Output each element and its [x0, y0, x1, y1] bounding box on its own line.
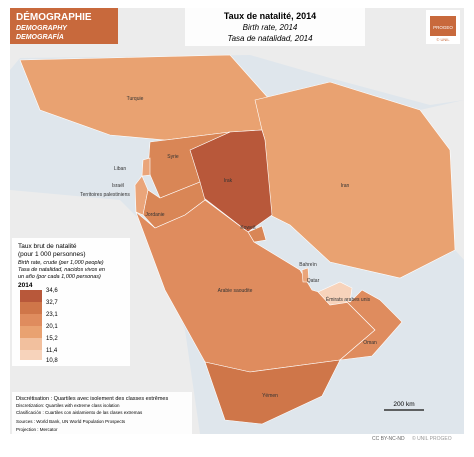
country-label: Jordanie	[145, 212, 164, 218]
country-label: Irak	[224, 178, 233, 184]
footer-line: Clasificación : Cuartiles con aislamient…	[16, 410, 143, 415]
footer-line: Sources : World Bank, UN World Populatio…	[16, 419, 126, 424]
legend-swatch	[20, 302, 42, 314]
country-qatar	[301, 267, 310, 283]
scale-label: 200 km	[393, 401, 414, 408]
logo	[430, 16, 456, 36]
legend-title: Tasa de natalidad, nacidos vivos en	[18, 267, 105, 273]
country-label: Qatar	[307, 278, 320, 284]
theme: DÉMOGRAPHIE	[16, 10, 92, 23]
legend-swatch	[20, 350, 42, 360]
other-land	[420, 100, 464, 260]
legend-class: 34,6	[46, 288, 58, 294]
theme: DEMOGRAFÍA	[16, 32, 64, 41]
logo-sub: © UNIL	[436, 37, 450, 42]
logo-text: PROGEO	[433, 25, 453, 30]
country-label: Koweït	[240, 225, 256, 231]
legend-title: (pour 1 000 personnes)	[18, 251, 86, 258]
legend-class: 23,1	[46, 312, 58, 318]
legend-class: 10,8	[46, 358, 58, 364]
country-label: Syrie	[167, 154, 179, 160]
legend-class: 20,1	[46, 324, 58, 330]
country-irak	[189, 129, 273, 233]
title: Taux de natalité, 2014	[224, 11, 316, 21]
country-label: Turquie	[127, 96, 144, 102]
footer-box	[12, 392, 192, 434]
theme-box	[10, 8, 118, 44]
country-oman	[339, 289, 403, 361]
country-label: Arabie saoudite	[218, 288, 253, 294]
legend-title: un año (por cada 1,000 personas)	[18, 274, 101, 280]
legend-title: Birth rate, crude (per 1,000 people)	[18, 260, 104, 266]
title-box	[185, 8, 365, 46]
country-yemen	[204, 359, 341, 425]
license: CC BY-NC-ND	[372, 436, 405, 442]
legend-swatch	[20, 326, 42, 338]
legend-swatch	[20, 290, 42, 302]
subtitle: Birth rate, 2014	[243, 23, 298, 32]
country-label: Israël	[112, 183, 124, 189]
legend-year: 2014	[18, 282, 33, 289]
legend-swatch	[20, 338, 42, 350]
legend-class: 32,7	[46, 300, 58, 306]
footer-line: Discretization: Quartiles with extreme c…	[16, 403, 120, 408]
country-label: Liban	[114, 166, 126, 172]
footer-line: Projection : Mercator	[16, 427, 58, 432]
country-label: Oman	[363, 340, 377, 346]
country-label: Bahreïn	[299, 262, 317, 268]
theme: DEMOGRAPHY	[16, 25, 68, 32]
legend-title: Taux brut de natalité	[18, 243, 77, 250]
country-eau	[317, 281, 353, 306]
country-liban	[141, 157, 151, 177]
legend-class: 11,4	[46, 348, 58, 354]
legend-classes: 34,6 32,7 23,1 20,1 15,2 11,4 10,8	[46, 288, 58, 364]
legend-class: 15,2	[46, 336, 58, 342]
country-label: Émirats arabes unis	[326, 296, 371, 303]
country-label: Iran	[341, 183, 350, 189]
subtitle: Tasa de natalidad, 2014	[227, 34, 313, 43]
legend-swatch	[20, 314, 42, 326]
copyright: © UNIL PROGEO	[412, 435, 452, 442]
footer-line: Discrétisation : Quartiles avec isolemen…	[16, 396, 168, 402]
country-label: Yémen	[262, 393, 278, 399]
country-label: Territoires palestiniens	[80, 192, 130, 198]
